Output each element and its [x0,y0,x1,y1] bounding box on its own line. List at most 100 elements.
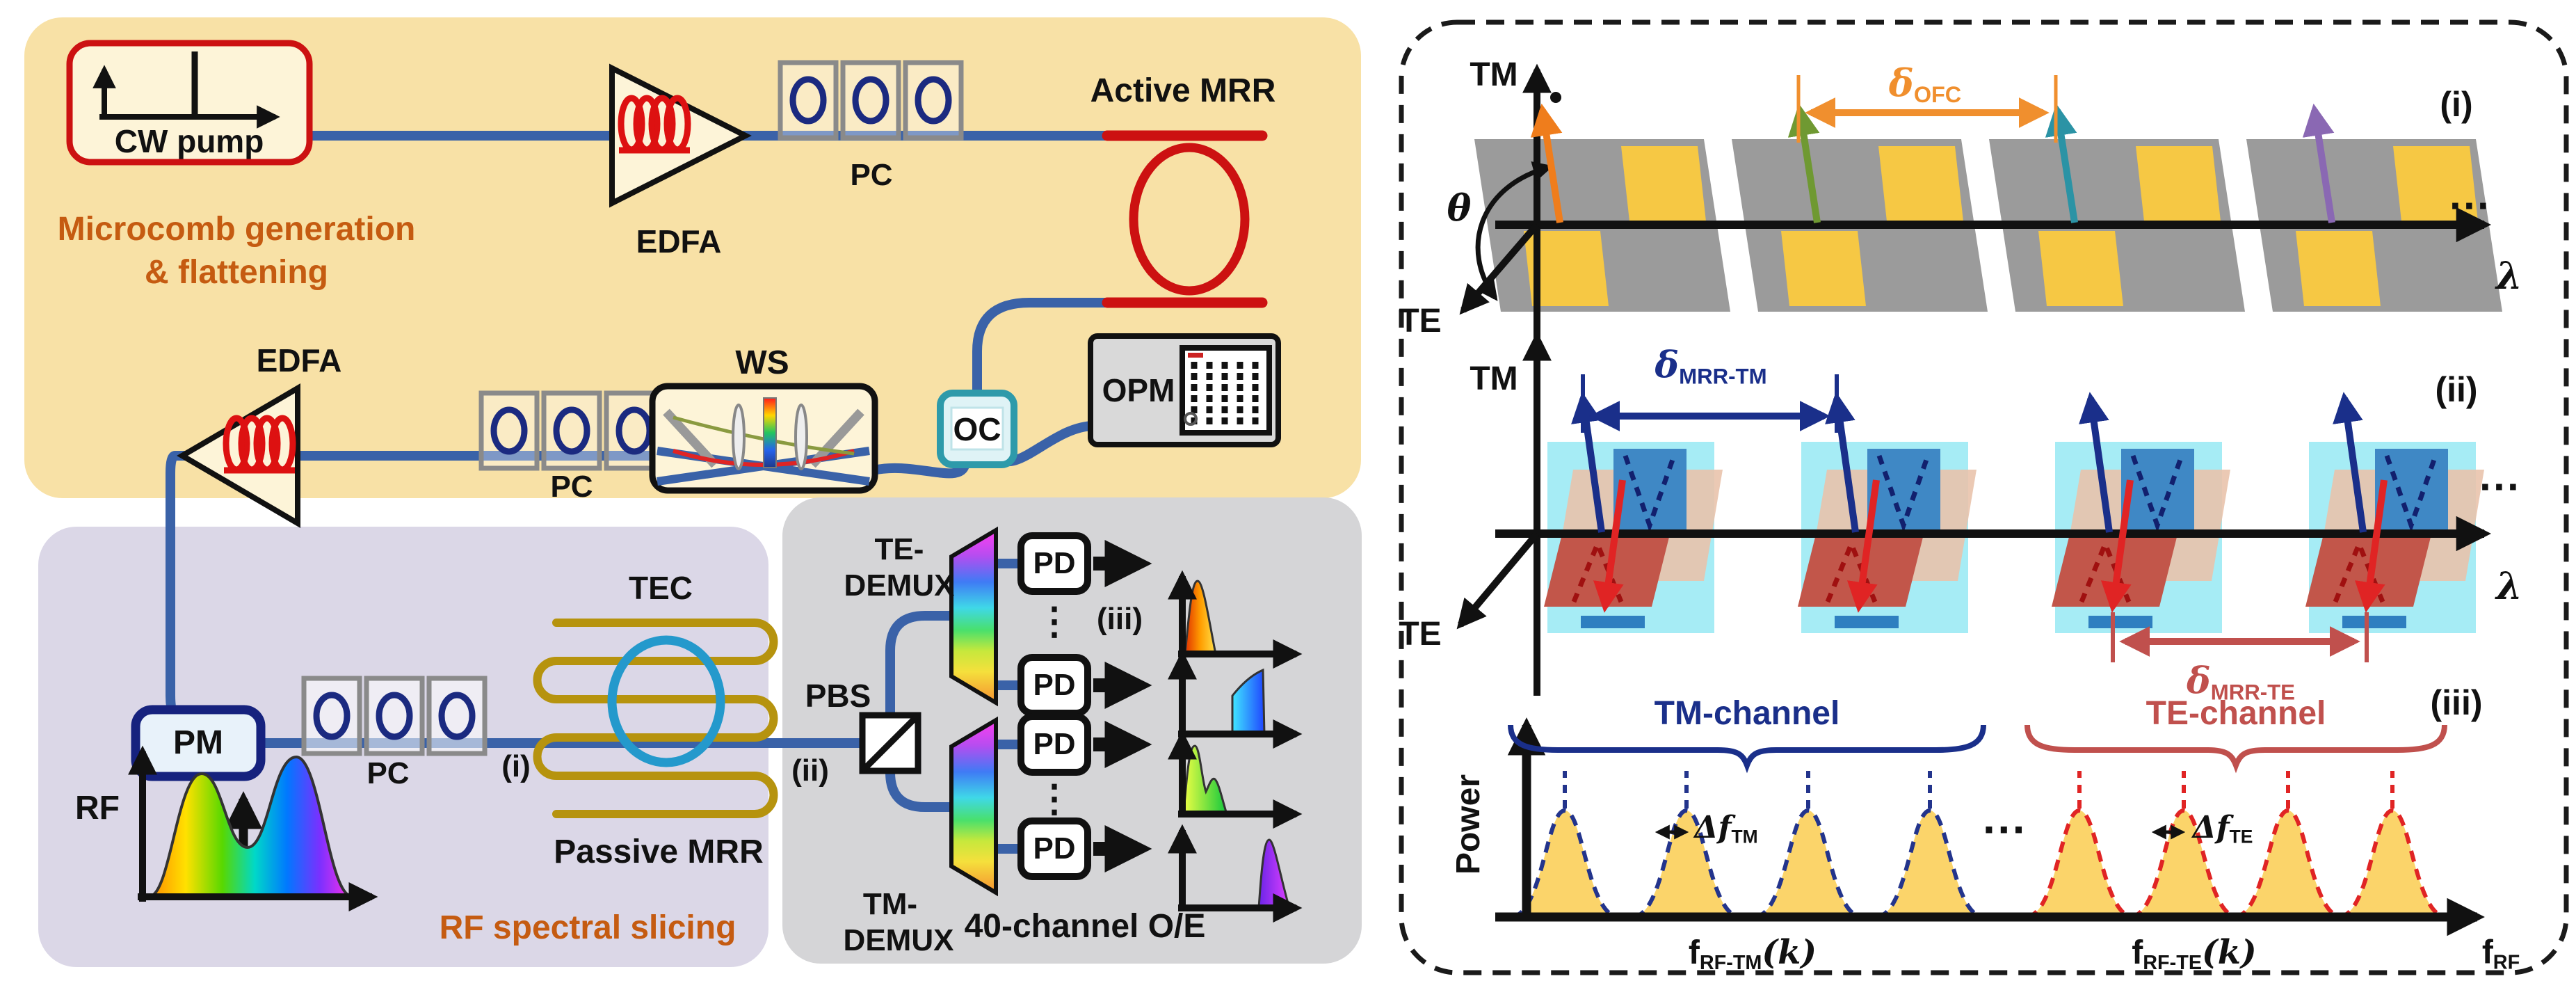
pm-label: PM [173,724,223,761]
te-axis-i-label: TE [1399,303,1442,340]
rf-label: RF [75,790,120,827]
pd3-label: PD [1033,727,1076,761]
te-channel-label: TE-channel [2146,695,2326,732]
mini-spectrum-1 [1168,570,1303,669]
active-mrr-label: Active MRR [1090,72,1276,109]
microcomb-title-line1: Microcomb generation [57,211,416,248]
te-demux-label-1: TE- [874,532,924,566]
f-rf-te-label: fRF-TE(k) [2132,933,2257,975]
passive-mrr-ring [607,635,725,767]
pc1-label: PC [850,158,893,192]
power-axis-label: Power [1450,774,1487,875]
pd1-label: PD [1033,546,1076,580]
delta-mrr-te-label: δMRR-TE [2187,660,2295,705]
pc2-icon [478,390,665,471]
te-resonance-arrows [1593,479,2388,613]
inset-panel-iii [1495,717,2485,936]
edfa1-icon [609,63,752,208]
f-rf-tm-label: fRF-TM(k) [1688,933,1817,975]
panel-ii-tag: (ii) [2435,370,2478,409]
pc3-label: PC [367,756,410,790]
panel-iii-tag: (iii) [2430,683,2483,722]
ws-icon [649,383,878,494]
te-peak-tips [2077,771,2394,808]
te-vdots: ⋮ [1036,600,1073,642]
tm-demux-label-1: TM- [862,887,918,921]
theta-arc [1475,161,1554,301]
dots-i: ··· [2449,182,2491,229]
oc-icon [937,390,1017,468]
tm-channel-label: TM-channel [1654,695,1840,732]
tm-demux-icon [949,716,998,897]
oe-title: 40-channel O/E [964,908,1206,945]
te-channel-brace [2024,724,2447,774]
edfa1-label: EDFA [636,223,722,260]
oc-label: OC [953,411,1001,447]
pd2-label: PD [1033,668,1076,702]
tm-axis-i-label: TM [1470,56,1518,93]
te-axis-ii-label: TE [1399,616,1442,653]
pbs-label: PBS [805,678,871,714]
edfa2-label: EDFA [256,342,342,378]
delta-mrr-tm-label: δMRR-TM [1655,344,1767,389]
inset-panel-i [1459,63,2502,351]
mini-spectrum-4 [1168,824,1303,923]
lambda-axis-i-label: λ [2496,253,2522,298]
edfa2-icon [177,383,300,528]
delta-ofc-label: δOFC [1888,60,1962,107]
opm-label: OPM [1102,372,1175,408]
pump-line-dot [1550,92,1561,103]
cw-pump-icon [66,40,313,166]
te-demux-label-2: DEMUX [844,568,955,603]
mini-spectrum-2 [1168,650,1303,749]
te-rf-peaks [2026,808,2446,919]
tm-peak-tips [1563,771,1932,808]
lambda-axis-ii-label: λ [2496,564,2522,608]
delta-mrr-te-dimension [2111,612,2369,662]
delta-mrr-tm-dimension [1581,374,1839,433]
active-mrr-icon [1102,130,1268,308]
tm-demux-label-2: DEMUX [843,923,954,957]
pbs-icon [859,712,921,774]
mini-spectrum-3 [1168,730,1303,829]
microcomb-title-line2: & flattening [145,254,328,291]
pd4-label: PD [1033,831,1076,866]
pd-icons [1017,532,1091,880]
theta-label: θ [1447,187,1472,230]
tm-resonance-arrows [1571,392,2367,533]
dots-iii: ··· [1983,804,2027,854]
pc3-icon [301,676,488,756]
dots-ii: ··· [2479,463,2521,510]
f-rf-axis-label: fRF [2481,934,2520,974]
tap-ii-label: (ii) [791,753,829,788]
opm-icon [1088,333,1281,447]
inset-panel-ii [1456,331,2492,696]
df-te-label: ΔfTE [2192,810,2253,847]
plate-yellow-windows [1524,146,2478,306]
dashed-inset-box [1399,19,2569,975]
delta-ofc-dimension [1796,75,2058,143]
comb-line-arrows [1530,103,2335,223]
tec-icon [533,619,778,818]
pd-output-arrows [1093,539,1152,873]
df-tm-label: ΔfTM [1694,810,1758,847]
tm-vdots: ⋮ [1036,778,1073,820]
pc1-icon [778,60,964,141]
tm-channel-brace [1508,724,1986,774]
rf-spectrum-icon [128,745,378,911]
panel-i-tag: (i) [2440,85,2473,124]
tap-i-label: (i) [501,749,531,783]
tm-rf-peaks [1511,808,1983,919]
ws-label: WS [735,344,789,381]
te-demux-icon [949,526,998,707]
cw-pump-label: CW pump [114,123,264,159]
rf-slicing-title: RF spectral slicing [439,909,736,946]
passive-mrr-label: Passive MRR [554,834,764,870]
tm-axis-ii-label: TM [1470,360,1518,397]
tap-iii-label: (iii) [1097,602,1143,636]
te-axis-ii [1456,531,1540,630]
tec-label: TEC [629,570,693,606]
pc2-label: PC [550,470,593,504]
